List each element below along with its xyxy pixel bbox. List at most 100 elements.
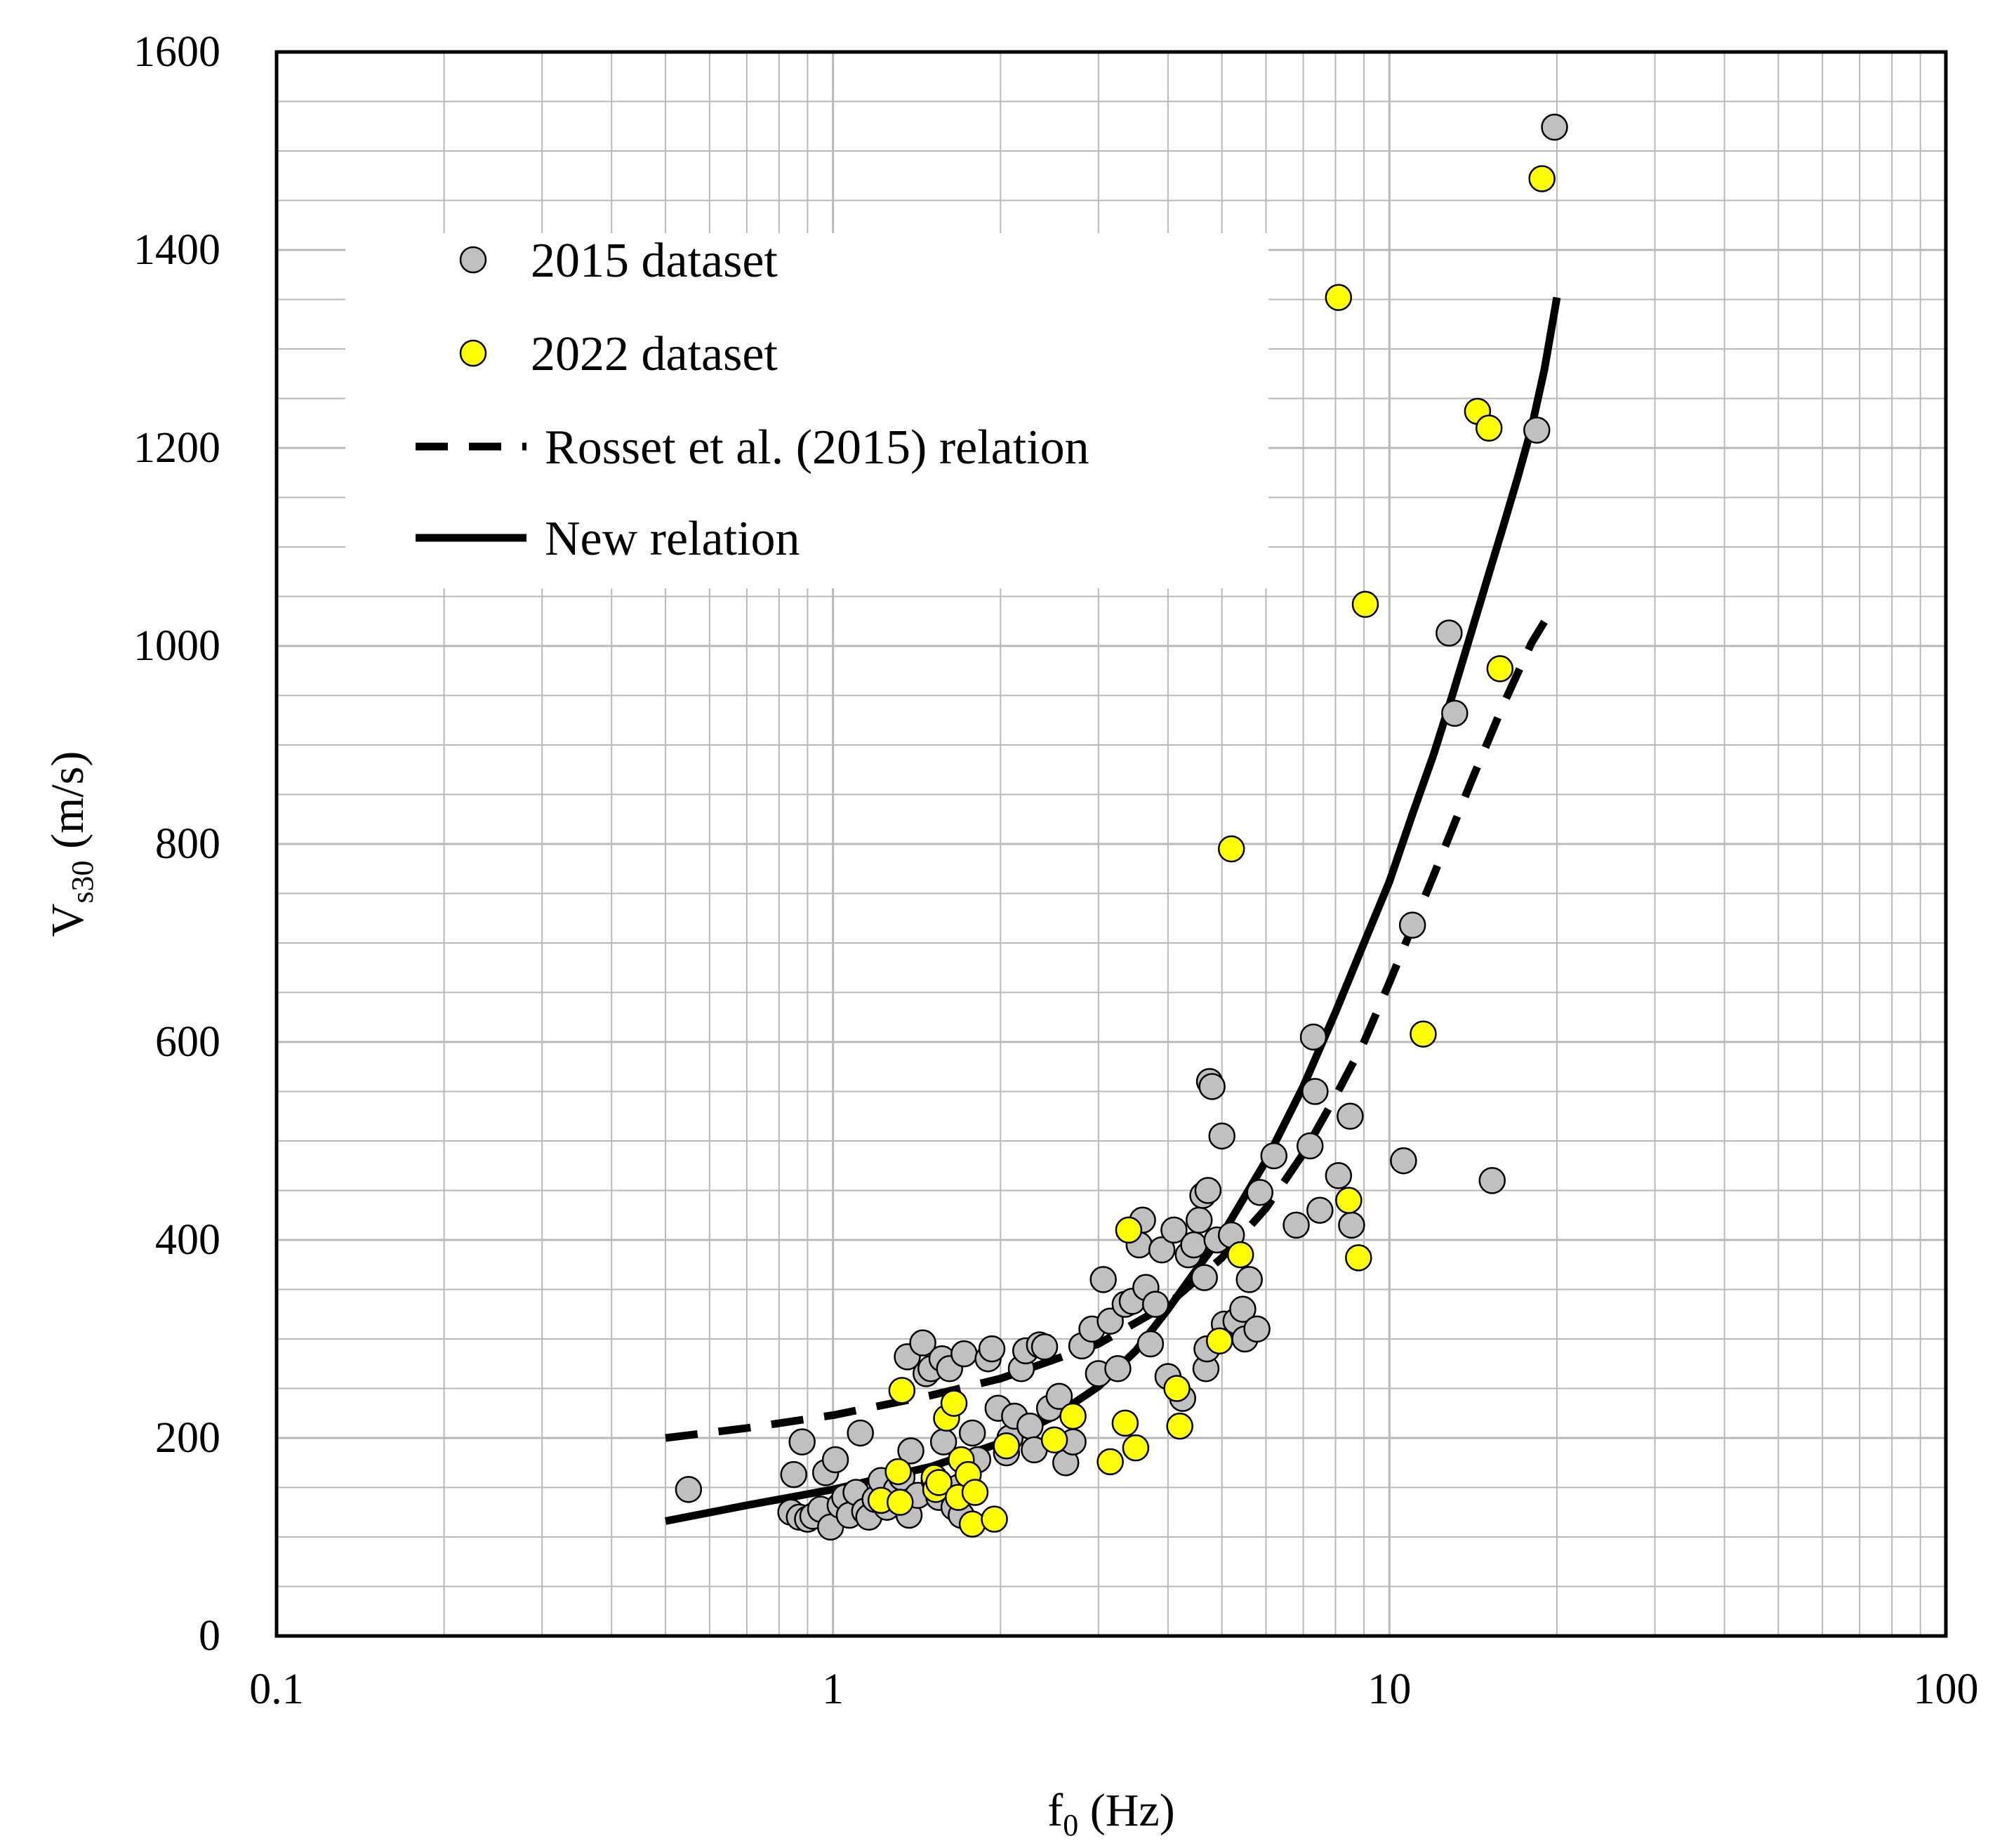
legend-label-2022-dataset: 2022 dataset bbox=[531, 327, 778, 381]
marker-2015-dataset bbox=[1260, 1142, 1288, 1170]
marker-2015-dataset bbox=[1160, 1216, 1188, 1244]
x-tick-label: 1 bbox=[822, 1665, 844, 1713]
marker-2015-dataset bbox=[1296, 1132, 1324, 1160]
marker-2015-dataset bbox=[1325, 1162, 1353, 1189]
marker-2015-dataset bbox=[1282, 1211, 1310, 1239]
marker-2022-dataset bbox=[1217, 835, 1245, 863]
marker-2015-dataset bbox=[821, 1446, 849, 1474]
marker-2015-dataset bbox=[1306, 1196, 1334, 1224]
y-axis-title-main: V bbox=[42, 904, 93, 937]
x-axis-title-main: f bbox=[1047, 1785, 1063, 1836]
y-tick-label: 1400 bbox=[133, 226, 220, 274]
marker-2022-dataset bbox=[981, 1505, 1008, 1533]
y-tick-label: 200 bbox=[155, 1414, 220, 1462]
x-axis-title-unit: (Hz) bbox=[1078, 1785, 1174, 1836]
marker-2015-dataset bbox=[1243, 1315, 1271, 1343]
x-tick-label: 100 bbox=[1914, 1665, 1979, 1713]
marker-2022-dataset bbox=[1335, 1187, 1363, 1214]
legend: 2015 dataset 2022 dataset Rosset et al. (2… bbox=[345, 233, 1268, 588]
marker-2015-dataset bbox=[1136, 1330, 1165, 1358]
marker-2015-dataset bbox=[950, 1340, 978, 1368]
y-tick-label: 600 bbox=[155, 1018, 220, 1066]
legend-label-new-relation: New relation bbox=[545, 512, 800, 566]
marker-2015-dataset bbox=[1390, 1147, 1417, 1175]
legend-label-rosset-relation: Rosset et al. (2015) relation bbox=[545, 421, 1089, 475]
marker-2022-dataset bbox=[1351, 590, 1379, 619]
y-axis-title: Vs30 (m/s) bbox=[42, 751, 100, 937]
marker-2015-dataset bbox=[675, 1476, 703, 1503]
y-axis-title-unit: (m/s) bbox=[42, 751, 93, 861]
marker-2022-dataset bbox=[1059, 1402, 1087, 1430]
y-axis-title-subscript: s30 bbox=[65, 861, 100, 904]
marker-2015-dataset bbox=[1301, 1078, 1329, 1105]
marker-2015-dataset bbox=[1104, 1355, 1132, 1382]
plot-frame bbox=[274, 50, 1948, 1638]
marker-2015-dataset bbox=[1186, 1206, 1213, 1234]
marker-2015-dataset bbox=[1299, 1023, 1327, 1051]
y-tick-label: 1200 bbox=[133, 424, 220, 472]
marker-2022-dataset bbox=[1410, 1020, 1437, 1048]
marker-2015-dataset bbox=[1338, 1211, 1365, 1239]
marker-2015-dataset bbox=[1180, 1231, 1207, 1259]
marker-2015-dataset bbox=[1089, 1266, 1117, 1293]
marker-2015-dataset bbox=[1016, 1412, 1044, 1440]
x-tick-label: 10 bbox=[1367, 1665, 1411, 1713]
marker-2022-dataset bbox=[925, 1469, 953, 1496]
legend-label-2015-dataset: 2015 dataset bbox=[531, 234, 778, 288]
marker-2015-dataset bbox=[1030, 1333, 1059, 1361]
marker-2015-dataset bbox=[1141, 1291, 1169, 1318]
legend-swatch-2015-dataset bbox=[459, 246, 487, 274]
marker-2022-dataset bbox=[993, 1432, 1021, 1460]
marker-2022-dataset bbox=[1226, 1241, 1254, 1269]
marker-2022-dataset bbox=[1096, 1448, 1124, 1476]
marker-2015-dataset bbox=[1523, 416, 1551, 444]
marker-2015-dataset bbox=[1191, 1264, 1218, 1291]
marker-2015-dataset bbox=[1541, 113, 1568, 141]
plot-series bbox=[665, 113, 1568, 1541]
marker-2022-dataset bbox=[1486, 655, 1514, 682]
marker-2015-dataset bbox=[1208, 1122, 1235, 1150]
marker-2022-dataset bbox=[1163, 1375, 1191, 1402]
marker-2022-dataset bbox=[961, 1479, 989, 1506]
marker-2015-dataset bbox=[1045, 1382, 1073, 1411]
marker-2022-dataset bbox=[1345, 1244, 1372, 1272]
marker-2015-dataset bbox=[1229, 1295, 1257, 1323]
marker-2015-dataset bbox=[897, 1437, 924, 1465]
marker-2022-dataset bbox=[1111, 1409, 1139, 1437]
marker-2022-dataset bbox=[1325, 284, 1353, 311]
marker-2022-dataset bbox=[1528, 165, 1556, 192]
y-tick-label: 0 bbox=[199, 1612, 220, 1660]
marker-2022-dataset bbox=[1115, 1216, 1143, 1244]
y-tick-label: 1600 bbox=[133, 28, 220, 76]
marker-2015-dataset bbox=[1436, 619, 1463, 647]
marker-2015-dataset bbox=[1337, 1102, 1364, 1130]
legend-box bbox=[345, 233, 1268, 588]
marker-2015-dataset bbox=[1096, 1307, 1124, 1335]
marker-2015-dataset bbox=[1441, 699, 1469, 727]
marker-2015-dataset bbox=[958, 1419, 986, 1447]
y-tick-label: 800 bbox=[155, 820, 220, 868]
x-axis-title: f0 (Hz) bbox=[1047, 1785, 1174, 1842]
rosset-2015-relation-line bbox=[665, 609, 1554, 1442]
x-axis-title-subscript: 0 bbox=[1063, 1808, 1078, 1842]
marker-2015-dataset bbox=[1235, 1266, 1263, 1293]
marker-2015-dataset bbox=[788, 1428, 816, 1456]
marker-2022-dataset bbox=[958, 1510, 986, 1538]
marker-2015-dataset bbox=[1194, 1177, 1222, 1204]
marker-2022-dataset bbox=[888, 1377, 916, 1404]
marker-2022-dataset bbox=[884, 1458, 912, 1486]
marker-2022-dataset bbox=[1206, 1327, 1233, 1355]
marker-2015-dataset bbox=[1198, 1073, 1226, 1100]
marker-2015-dataset bbox=[780, 1460, 807, 1489]
marker-2015-dataset bbox=[1478, 1167, 1506, 1194]
marker-2022-dataset bbox=[1475, 414, 1503, 442]
marker-2022-dataset bbox=[1166, 1412, 1193, 1440]
marker-2015-dataset bbox=[1148, 1236, 1176, 1264]
marker-2015-dataset bbox=[1398, 911, 1426, 939]
legend-swatch-2022-dataset bbox=[459, 339, 487, 367]
marker-2022-dataset bbox=[940, 1390, 968, 1417]
marker-2015-dataset bbox=[978, 1335, 1006, 1363]
marker-2015-dataset bbox=[909, 1329, 936, 1357]
